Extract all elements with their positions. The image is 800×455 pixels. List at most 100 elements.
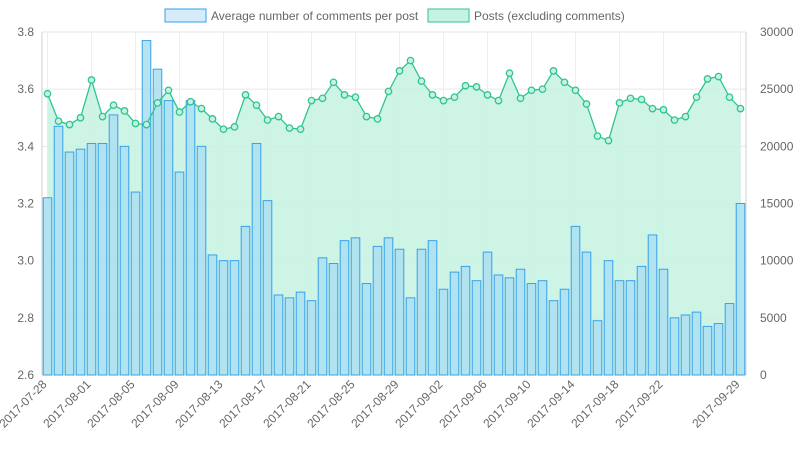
posts-point[interactable] [615,99,624,107]
comments-bar[interactable] [317,257,328,376]
comments-bar[interactable] [86,142,97,376]
comments-bar[interactable] [174,171,185,376]
posts-point[interactable] [461,81,470,90]
comments-bar[interactable] [262,200,273,376]
posts-point[interactable] [175,108,184,116]
posts-point[interactable] [472,83,481,91]
posts-point[interactable] [351,93,360,102]
comments-bar[interactable] [75,148,86,376]
posts-point[interactable] [252,101,261,110]
posts-point[interactable] [516,94,525,103]
comments-bar[interactable] [152,68,163,376]
posts-point[interactable] [637,95,646,104]
comments-bar[interactable] [273,294,284,376]
posts-point[interactable] [197,104,206,113]
comments-bar[interactable] [339,240,350,376]
posts-point[interactable] [736,104,745,113]
comments-bar[interactable] [581,251,592,376]
posts-point[interactable] [87,76,96,84]
comments-bar[interactable] [42,197,53,376]
comments-bar[interactable] [515,268,526,376]
comments-bar[interactable] [229,260,240,376]
posts-point[interactable] [164,86,173,95]
posts-point[interactable] [186,97,195,106]
comments-bar[interactable] [141,40,152,376]
comments-bar[interactable] [328,263,339,376]
posts-point[interactable] [593,132,602,140]
comments-bar[interactable] [570,225,581,376]
comments-bar[interactable] [394,248,405,376]
posts-point[interactable] [505,69,514,78]
comments-bar[interactable] [636,265,647,376]
posts-point[interactable] [406,56,415,65]
posts-point[interactable] [648,104,657,113]
comments-bar[interactable] [185,100,196,376]
posts-point[interactable] [230,123,239,131]
posts-point[interactable] [725,93,734,102]
posts-point[interactable] [670,116,679,124]
legend-swatch-comments[interactable] [164,8,207,23]
comments-bar[interactable] [438,288,449,376]
posts-point[interactable] [714,72,723,81]
comments-bar[interactable] [284,297,295,376]
comments-bar[interactable] [306,300,317,376]
posts-point[interactable] [395,67,404,75]
comments-bar[interactable] [383,237,394,376]
posts-point[interactable] [604,136,613,145]
posts-point[interactable] [373,115,382,123]
posts-point[interactable] [571,86,580,95]
posts-point[interactable] [340,91,349,99]
comments-bar[interactable] [658,268,669,376]
posts-point[interactable] [439,96,448,105]
posts-point[interactable] [54,117,63,126]
posts-point[interactable] [307,96,316,105]
comments-bar[interactable] [427,240,438,376]
posts-point[interactable] [626,94,635,103]
comments-bar[interactable] [526,283,537,376]
posts-point[interactable] [219,125,228,134]
comments-bar[interactable] [482,251,493,376]
comments-bar[interactable] [97,142,108,376]
comments-bar[interactable] [350,237,361,376]
posts-point[interactable] [527,86,536,95]
comments-bar[interactable] [702,325,713,376]
comments-bar[interactable] [130,191,141,376]
posts-point[interactable] [208,115,217,123]
posts-point[interactable] [538,85,547,94]
comments-bar[interactable] [53,125,64,376]
comments-bar[interactable] [691,311,702,376]
posts-point[interactable] [659,105,668,114]
comments-bar[interactable] [196,145,207,376]
comments-bar[interactable] [405,297,416,376]
posts-point[interactable] [703,75,712,83]
posts-point[interactable] [450,93,459,102]
posts-point[interactable] [120,107,129,115]
posts-point[interactable] [153,99,162,107]
posts-point[interactable] [76,113,85,122]
comments-bar[interactable] [504,277,515,376]
comments-bar[interactable] [548,300,559,376]
comments-bar[interactable] [240,225,251,376]
posts-point[interactable] [582,100,591,108]
comments-bar[interactable] [537,280,548,376]
comments-bar[interactable] [372,245,383,376]
posts-point[interactable] [109,101,118,110]
comments-bar[interactable] [449,271,460,376]
comments-bar[interactable] [647,234,658,376]
comments-bar[interactable] [680,314,691,376]
comments-bar[interactable] [416,248,427,376]
comments-bar[interactable] [603,260,614,376]
comments-bar[interactable] [251,142,262,376]
comments-bar[interactable] [163,100,174,376]
comments-bar[interactable] [625,280,636,376]
comments-bar[interactable] [361,283,372,376]
posts-point[interactable] [43,89,52,98]
posts-point[interactable] [241,91,250,99]
comments-bar[interactable] [295,291,306,376]
comments-bar[interactable] [108,114,119,376]
comments-bar[interactable] [218,260,229,376]
posts-point[interactable] [318,94,327,103]
posts-point[interactable] [417,77,426,86]
comments-bar[interactable] [614,280,625,376]
posts-point[interactable] [681,112,690,121]
